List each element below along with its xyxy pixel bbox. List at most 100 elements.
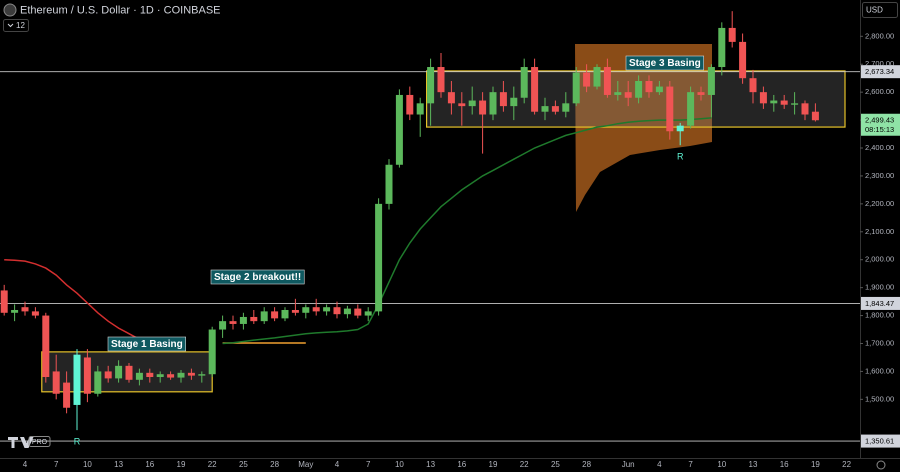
currency-button[interactable] (862, 2, 898, 18)
x-tick-label: 4 (23, 460, 28, 469)
candle-body (759, 92, 767, 104)
candle-body (260, 311, 268, 322)
y-tick-label: 2,100.00 (865, 227, 894, 236)
candle-body (520, 67, 528, 98)
candle-body (635, 80, 643, 98)
annotation-text: Stage 2 breakout!! (214, 272, 301, 283)
basing-zone (426, 70, 846, 128)
x-tick-label: 7 (366, 460, 371, 469)
candle-body (479, 100, 487, 115)
candle-body (780, 100, 788, 105)
annotation-box (107, 336, 187, 352)
candle-body (73, 354, 81, 405)
candle-body (312, 307, 320, 312)
candle-body (406, 94, 414, 115)
candle-body (125, 365, 133, 380)
candle-body (385, 164, 393, 204)
annotation-text: Stage 1 Basing (111, 339, 183, 350)
reversal-label: R (74, 436, 81, 446)
y-tick-label: 2,700.00 (865, 59, 894, 68)
currency-label: USD (866, 6, 883, 15)
candle-body (614, 92, 622, 95)
y-tick-label: 1,900.00 (865, 283, 894, 292)
candle-body (333, 307, 341, 315)
countdown-label: 08:15:13 (865, 125, 894, 134)
x-tick-label: 28 (270, 460, 279, 469)
candle-body (135, 372, 143, 380)
candle-body (572, 72, 580, 104)
candle-body (208, 329, 216, 375)
price-level-tag (861, 296, 900, 310)
candle-body (468, 100, 476, 107)
indicator-count: 12 (16, 21, 25, 30)
price-level-label: 1,350.61 (865, 437, 894, 446)
x-tick-label: Jun (622, 460, 635, 469)
settings-icon[interactable] (876, 460, 886, 470)
candle-body (0, 290, 8, 313)
x-tick-label: 22 (520, 460, 529, 469)
y-tick-label: 2,600.00 (865, 87, 894, 96)
x-tick-label: 4 (335, 460, 340, 469)
candle-body (115, 365, 123, 379)
candle-body (749, 78, 757, 93)
x-tick-label: 22 (208, 460, 217, 469)
candle-body (11, 309, 19, 313)
candle-body (104, 371, 112, 379)
candle-body (177, 372, 185, 378)
y-tick-label: 2,200.00 (865, 199, 894, 208)
x-tick-label: 13 (426, 460, 435, 469)
candle-body (343, 308, 351, 315)
candle-body (593, 67, 601, 87)
candle-body (718, 27, 726, 68)
x-tick-label: 25 (551, 460, 560, 469)
candle-body (156, 374, 164, 378)
candle-body (551, 106, 559, 112)
tv-logo (8, 437, 34, 448)
price-level-label: 1,843.47 (865, 299, 894, 308)
candle-body (437, 67, 445, 93)
candle-body (198, 374, 206, 376)
candle-body (801, 103, 809, 115)
x-tick-label: 16 (780, 460, 789, 469)
candle-body (94, 371, 102, 394)
symbol-title: Ethereum / U.S. Dollar · 1D · COINBASE (20, 4, 221, 16)
candle-body (239, 316, 247, 324)
x-tick-label: 16 (145, 460, 154, 469)
x-tick-label: 22 (842, 460, 851, 469)
x-tick-label: 4 (657, 460, 662, 469)
price-level-tag (861, 65, 900, 79)
indicator-toggle[interactable] (3, 19, 29, 32)
symbol-icon[interactable] (3, 3, 17, 17)
pro-badge (28, 436, 51, 447)
last-price-label: 2,499.43 (865, 116, 894, 125)
x-tick-label: 13 (114, 460, 123, 469)
annotation-text: Stage 3 Basing (629, 58, 701, 69)
candle-body (83, 357, 91, 394)
x-tick-label: 13 (749, 460, 758, 469)
x-tick-label: 25 (239, 460, 248, 469)
candle-body (281, 309, 289, 319)
candle-body (447, 92, 455, 104)
candle-body (583, 72, 591, 87)
x-tick-label: 10 (717, 460, 726, 469)
annotation-box (625, 55, 705, 71)
x-tick-label: 7 (688, 460, 693, 469)
plot-area: R R Stage 1 Basing Stage 2 breakout!! Stage … (0, 11, 860, 446)
candle-body (219, 321, 227, 330)
x-tick-label: 19 (811, 460, 820, 469)
y-tick-label: 2,800.00 (865, 31, 894, 40)
y-tick-label: 2,400.00 (865, 143, 894, 152)
candle-body (739, 41, 747, 79)
candle-body (63, 382, 71, 408)
candle-body (427, 67, 435, 104)
pro-label: PRO (32, 439, 48, 446)
candle-body (323, 307, 331, 312)
x-tick-label: 28 (582, 460, 591, 469)
chevron-icon (7, 23, 14, 28)
candle-body (52, 371, 60, 394)
x-tick-label: 10 (83, 460, 92, 469)
y-tick-label: 1,700.00 (865, 338, 894, 347)
candle-body (458, 103, 466, 107)
